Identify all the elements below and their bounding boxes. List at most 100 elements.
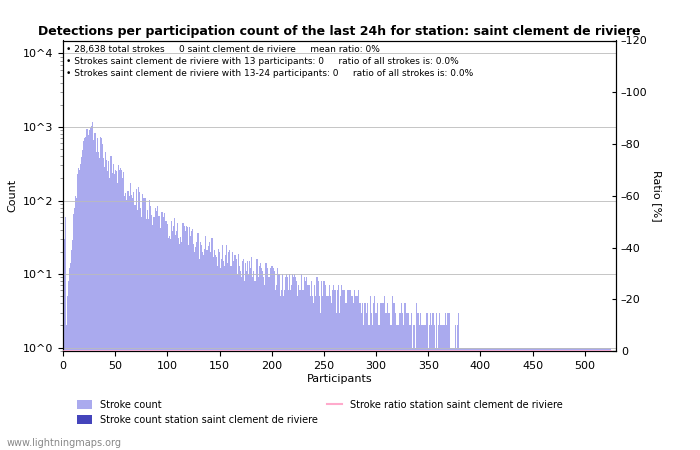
Bar [94, 133, 96, 450]
Bar [433, 313, 434, 450]
Bar [291, 285, 292, 450]
Bar [442, 325, 443, 450]
Bar [202, 252, 203, 450]
Bar [185, 230, 186, 450]
Bar [539, 348, 540, 450]
Bar [531, 348, 532, 450]
Bar [487, 348, 488, 450]
Bar [162, 217, 164, 450]
Bar [551, 348, 552, 450]
Bar [390, 325, 391, 450]
Bar [179, 243, 181, 450]
Bar [262, 278, 264, 450]
Bar [78, 167, 79, 450]
Bar [466, 348, 468, 450]
Bar [394, 303, 395, 450]
Bar [258, 266, 260, 450]
Bar [523, 348, 524, 450]
Bar [139, 193, 140, 450]
Bar [342, 290, 343, 450]
Bar [529, 348, 530, 450]
Bar [512, 348, 513, 450]
Bar [236, 259, 237, 450]
Bar [387, 303, 388, 450]
Bar [132, 198, 134, 450]
Bar [109, 178, 111, 450]
Bar [306, 278, 307, 450]
Bar [284, 290, 285, 450]
Bar [570, 348, 572, 450]
Bar [211, 238, 213, 450]
Bar [340, 296, 341, 450]
Bar [77, 174, 78, 450]
Bar [197, 233, 198, 450]
Bar [601, 348, 602, 450]
Bar [221, 259, 222, 450]
Bar [479, 348, 480, 450]
Bar [246, 271, 247, 450]
Bar [596, 348, 598, 450]
Bar [155, 208, 156, 450]
Bar [540, 348, 541, 450]
Bar [460, 348, 461, 450]
Bar [589, 348, 590, 450]
Bar [344, 290, 345, 450]
Bar [486, 348, 487, 450]
Bar [286, 274, 287, 450]
Bar [441, 325, 442, 450]
Bar [316, 278, 317, 450]
Bar [555, 348, 556, 450]
Bar [92, 140, 94, 450]
Bar [169, 236, 170, 450]
Bar [217, 266, 218, 450]
Bar [459, 348, 460, 450]
Bar [239, 266, 240, 450]
Bar [248, 274, 249, 450]
Bar [276, 285, 277, 450]
Bar [484, 348, 485, 450]
Bar [122, 178, 123, 450]
Bar [370, 296, 371, 450]
Bar [323, 281, 324, 450]
Bar [127, 191, 128, 450]
Bar [144, 198, 145, 450]
Bar [477, 348, 478, 450]
Bar [464, 348, 466, 450]
Bar [296, 281, 297, 450]
Bar [89, 130, 90, 450]
Bar [72, 240, 73, 450]
Bar [542, 348, 543, 450]
Bar [585, 348, 587, 450]
Bar [410, 325, 411, 450]
Bar [413, 325, 414, 450]
Bar [113, 175, 115, 450]
Bar [319, 296, 320, 450]
Bar [364, 303, 365, 450]
Bar [414, 325, 415, 450]
Bar [412, 348, 413, 450]
Bar [345, 303, 346, 450]
Bar [90, 128, 91, 450]
Bar [353, 303, 354, 450]
Bar [80, 164, 81, 450]
Bar [154, 217, 155, 450]
Bar [308, 285, 309, 450]
Bar [566, 348, 568, 450]
Bar [456, 348, 457, 450]
Bar [330, 303, 332, 450]
Bar [455, 325, 456, 450]
Bar [141, 217, 142, 450]
Legend: Stroke count, Stroke count station saint clement de riviere, Stroke ratio statio: Stroke count, Stroke count station saint… [74, 396, 566, 429]
Bar [76, 198, 77, 450]
Bar [251, 257, 253, 450]
Bar [74, 207, 75, 450]
Bar [70, 263, 71, 450]
Bar [610, 348, 611, 450]
Bar [332, 285, 334, 450]
Bar [136, 210, 138, 450]
Bar [560, 348, 561, 450]
Bar [176, 230, 177, 450]
Bar [295, 278, 296, 450]
Bar [148, 219, 149, 450]
Bar [607, 348, 608, 450]
